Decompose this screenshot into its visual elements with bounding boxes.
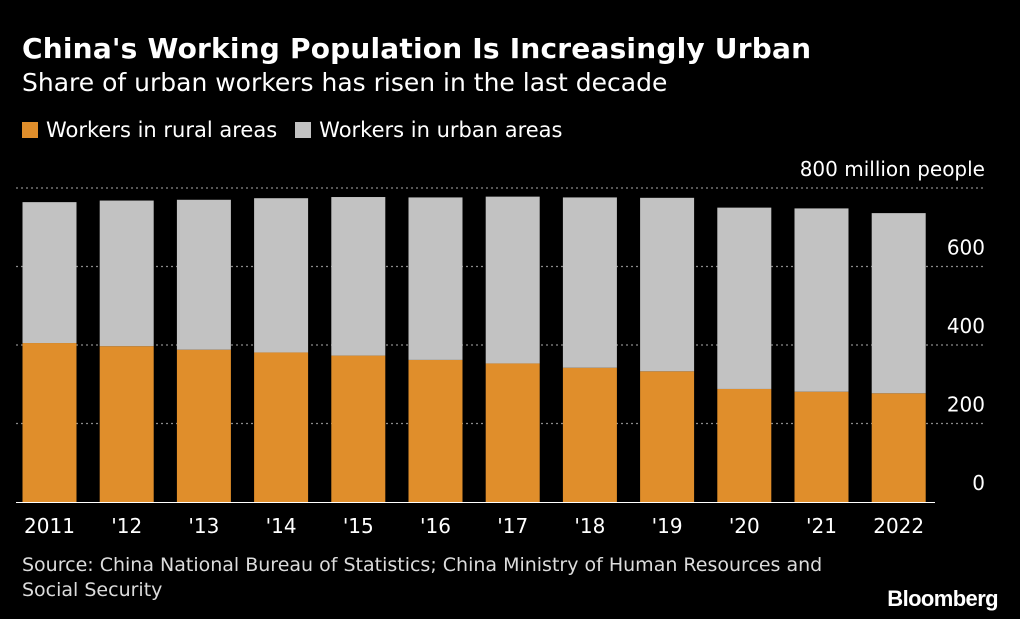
chart-title: China's Working Population Is Increasing… [22,32,812,65]
bar-urban-14 [254,198,309,353]
bar-urban-17 [485,196,540,364]
x-tick-label: '16 [420,514,451,538]
bar-urban-12 [99,200,154,347]
legend-item-urban: Workers in urban areas [295,118,562,142]
x-tick-label: '21 [806,514,837,538]
bar-rural-2022 [871,393,926,502]
bar-rural-18 [562,367,617,502]
x-tick-label: '19 [652,514,683,538]
bar-rural-17 [485,363,540,502]
x-tick-label: '12 [111,514,142,538]
bar-rural-13 [176,349,231,502]
bar-rural-16 [408,359,463,502]
legend-label-urban: Workers in urban areas [319,118,563,142]
bar-rural-15 [331,355,386,502]
bar-urban-13 [176,199,231,350]
x-tick-label: '15 [343,514,374,538]
y-tick-label: 200 [947,393,985,417]
bar-urban-2011 [22,202,77,344]
bar-urban-15 [331,197,386,356]
bar-rural-2011 [22,343,77,502]
y-tick-label: 400 [947,314,985,338]
legend-item-rural: Workers in rural areas [22,118,277,142]
bar-urban-21 [794,208,849,392]
x-tick-label: 2011 [24,514,75,538]
x-tick-label: '14 [266,514,297,538]
bloomberg-logo: Bloomberg [887,586,998,611]
legend-swatch-rural [22,122,38,138]
legend: Workers in rural areas Workers in urban … [22,118,580,142]
bar-rural-14 [254,352,309,502]
bar-rural-20 [717,388,772,502]
bar-urban-20 [717,207,772,389]
x-tick-label: '18 [574,514,605,538]
bar-urban-16 [408,197,463,360]
bar-rural-12 [99,346,154,502]
y-tick-label: 0 [972,471,985,495]
bar-urban-2022 [871,213,926,394]
x-tick-label: '17 [497,514,528,538]
bar-urban-19 [640,197,695,372]
x-tick-label: '20 [729,514,760,538]
bar-rural-21 [794,391,849,502]
source-note: Source: China National Bureau of Statist… [22,554,823,601]
x-tick-label: 2022 [873,514,924,538]
chart-subtitle: Share of urban workers has risen in the … [22,68,668,97]
bar-rural-19 [640,371,695,502]
legend-swatch-urban [295,122,312,138]
x-tick-label: '13 [188,514,219,538]
y-tick-label: 800 million people [800,157,985,181]
bar-urban-18 [562,197,617,368]
y-tick-label: 600 [947,236,985,260]
legend-label-rural: Workers in rural areas [46,118,278,142]
